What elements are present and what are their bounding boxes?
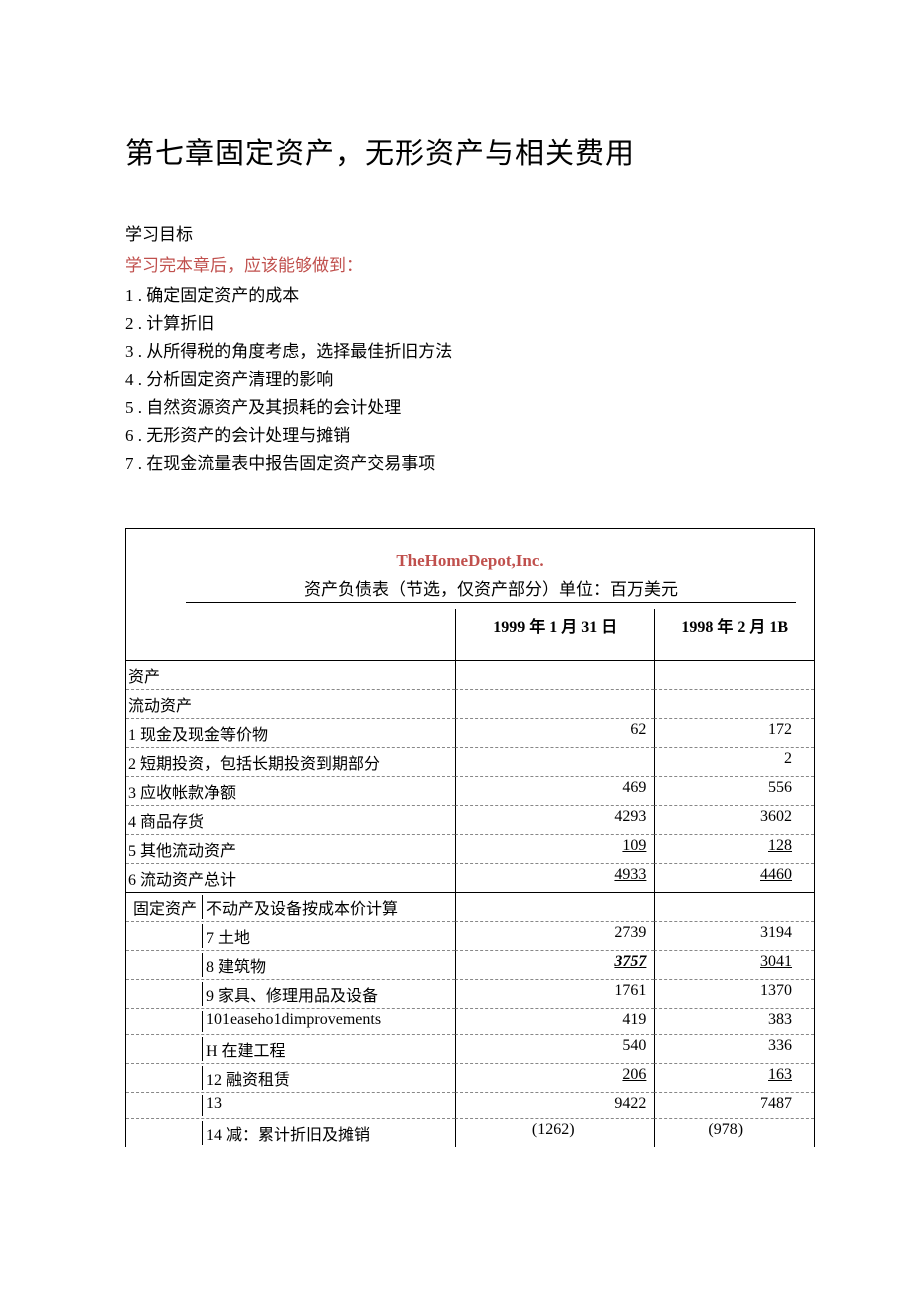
row-sub-label: 101easeho1dimprovements [202,1011,451,1032]
row-value-1 [455,748,654,777]
row-value-1: 109 [455,835,654,864]
row-label: 资产 [128,663,451,687]
objectives-list: 1 . 确定固定资产的成本2 . 计算折旧3 . 从所得税的角度考虑，选择最佳折… [125,282,810,478]
row-value-2: 3041 [654,951,814,980]
row-value-2 [654,690,814,719]
table-row: 5 其他流动资产109128 [126,835,814,864]
row-group-label [128,1121,202,1145]
row-sub-label: 不动产及设备按成本价计算 [202,895,451,919]
row-value-1 [455,661,654,690]
row-value-1: (1262) [455,1119,654,1147]
row-value-2: 128 [654,835,814,864]
row-value-2 [654,893,814,922]
row-value-1: 540 [455,1035,654,1064]
table-row: 1394227487 [126,1093,814,1119]
row-value-2: 3602 [654,806,814,835]
row-sub-label: 8 建筑物 [202,953,451,977]
row-value-2: 4460 [654,864,814,893]
row-value-1: 3757 [455,951,654,980]
row-value-1: 9422 [455,1093,654,1119]
objective-item: 6 . 无形资产的会计处理与摊销 [125,422,810,450]
row-value-2: 172 [654,719,814,748]
objectives-heading: 学习目标 [125,220,810,245]
row-label: 6 流动资产总计 [128,866,451,890]
table-row: H 在建工程540336 [126,1035,814,1064]
row-value-2: 336 [654,1035,814,1064]
row-value-1: 469 [455,777,654,806]
row-group-label [128,1037,202,1061]
table-row: 流动资产 [126,690,814,719]
table-row: 1 现金及现金等价物62172 [126,719,814,748]
row-label: 4 商品存货 [128,808,451,832]
row-group-label [128,1066,202,1090]
row-value-1 [455,893,654,922]
row-group-label [128,924,202,948]
row-value-1: 419 [455,1009,654,1035]
objective-item: 1 . 确定固定资产的成本 [125,282,810,310]
row-value-2: 163 [654,1064,814,1093]
balance-sheet-table: TheHomeDepot,Inc. 资产负债表（节选，仅资产部分）单位：百万美元… [125,528,815,1147]
objectives-subheading: 学习完本章后，应该能够做到： [125,251,810,276]
row-group-label [128,953,202,977]
row-value-2: 556 [654,777,814,806]
table-row: 6 流动资产总计49334460 [126,864,814,893]
row-value-2: 383 [654,1009,814,1035]
row-value-1: 206 [455,1064,654,1093]
row-sub-label: 13 [202,1095,451,1116]
row-group-label [128,982,202,1006]
objective-item: 5 . 自然资源资产及其损耗的会计处理 [125,394,810,422]
table-row: 8 建筑物37573041 [126,951,814,980]
row-value-1 [455,690,654,719]
row-value-2 [654,661,814,690]
col-header-1: 1999 年 1 月 31 日 [455,609,654,660]
row-value-1: 4933 [455,864,654,893]
row-value-2: 1370 [654,980,814,1009]
table-row: 101easeho1dimprovements419383 [126,1009,814,1035]
objective-item: 2 . 计算折旧 [125,310,810,338]
col-header-2: 1998 年 2 月 1B [654,609,814,660]
row-sub-label: 7 土地 [202,924,451,948]
row-value-1: 4293 [455,806,654,835]
objective-item: 7 . 在现金流量表中报告固定资产交易事项 [125,450,810,478]
row-value-2: 2 [654,748,814,777]
row-label: 1 现金及现金等价物 [128,721,451,745]
table-row: 14 减：累计折旧及摊销(1262)(978) [126,1119,814,1147]
row-label: 3 应收帐款净额 [128,779,451,803]
row-value-2: 7487 [654,1093,814,1119]
row-group-label: 固定资产 [128,895,202,919]
row-label: 流动资产 [128,692,451,716]
row-value-1: 1761 [455,980,654,1009]
row-group-label [128,1011,202,1032]
table-row: 资产 [126,661,814,690]
row-value-1: 62 [455,719,654,748]
company-name: TheHomeDepot,Inc. [126,551,814,571]
row-sub-label: 9 家具、修理用品及设备 [202,982,451,1006]
chapter-title: 第七章固定资产，无形资产与相关费用 [125,130,810,172]
table-header: TheHomeDepot,Inc. 资产负债表（节选，仅资产部分）单位：百万美元 [126,529,814,609]
table-subtitle: 资产负债表（节选，仅资产部分）单位：百万美元 [186,575,796,603]
table-row: 12 融资租赁206163 [126,1064,814,1093]
row-label: 5 其他流动资产 [128,837,451,861]
row-value-2: 3194 [654,922,814,951]
table-row: 7 土地27393194 [126,922,814,951]
table-row: 9 家具、修理用品及设备17611370 [126,980,814,1009]
objective-item: 3 . 从所得税的角度考虑，选择最佳折旧方法 [125,338,810,366]
row-value-2: (978) [654,1119,814,1147]
objective-item: 4 . 分析固定资产清理的影响 [125,366,810,394]
row-sub-label: H 在建工程 [202,1037,451,1061]
row-value-1: 2739 [455,922,654,951]
row-sub-label: 14 减：累计折旧及摊销 [202,1121,451,1145]
table-row: 4 商品存货42933602 [126,806,814,835]
table-row: 固定资产不动产及设备按成本价计算 [126,893,814,922]
row-group-label [128,1095,202,1116]
column-headers: 1999 年 1 月 31 日 1998 年 2 月 1B [126,609,814,661]
table-row: 3 应收帐款净额469556 [126,777,814,806]
row-sub-label: 12 融资租赁 [202,1066,451,1090]
table-row: 2 短期投资，包括长期投资到期部分 2 [126,748,814,777]
row-label: 2 短期投资，包括长期投资到期部分 [128,750,451,774]
